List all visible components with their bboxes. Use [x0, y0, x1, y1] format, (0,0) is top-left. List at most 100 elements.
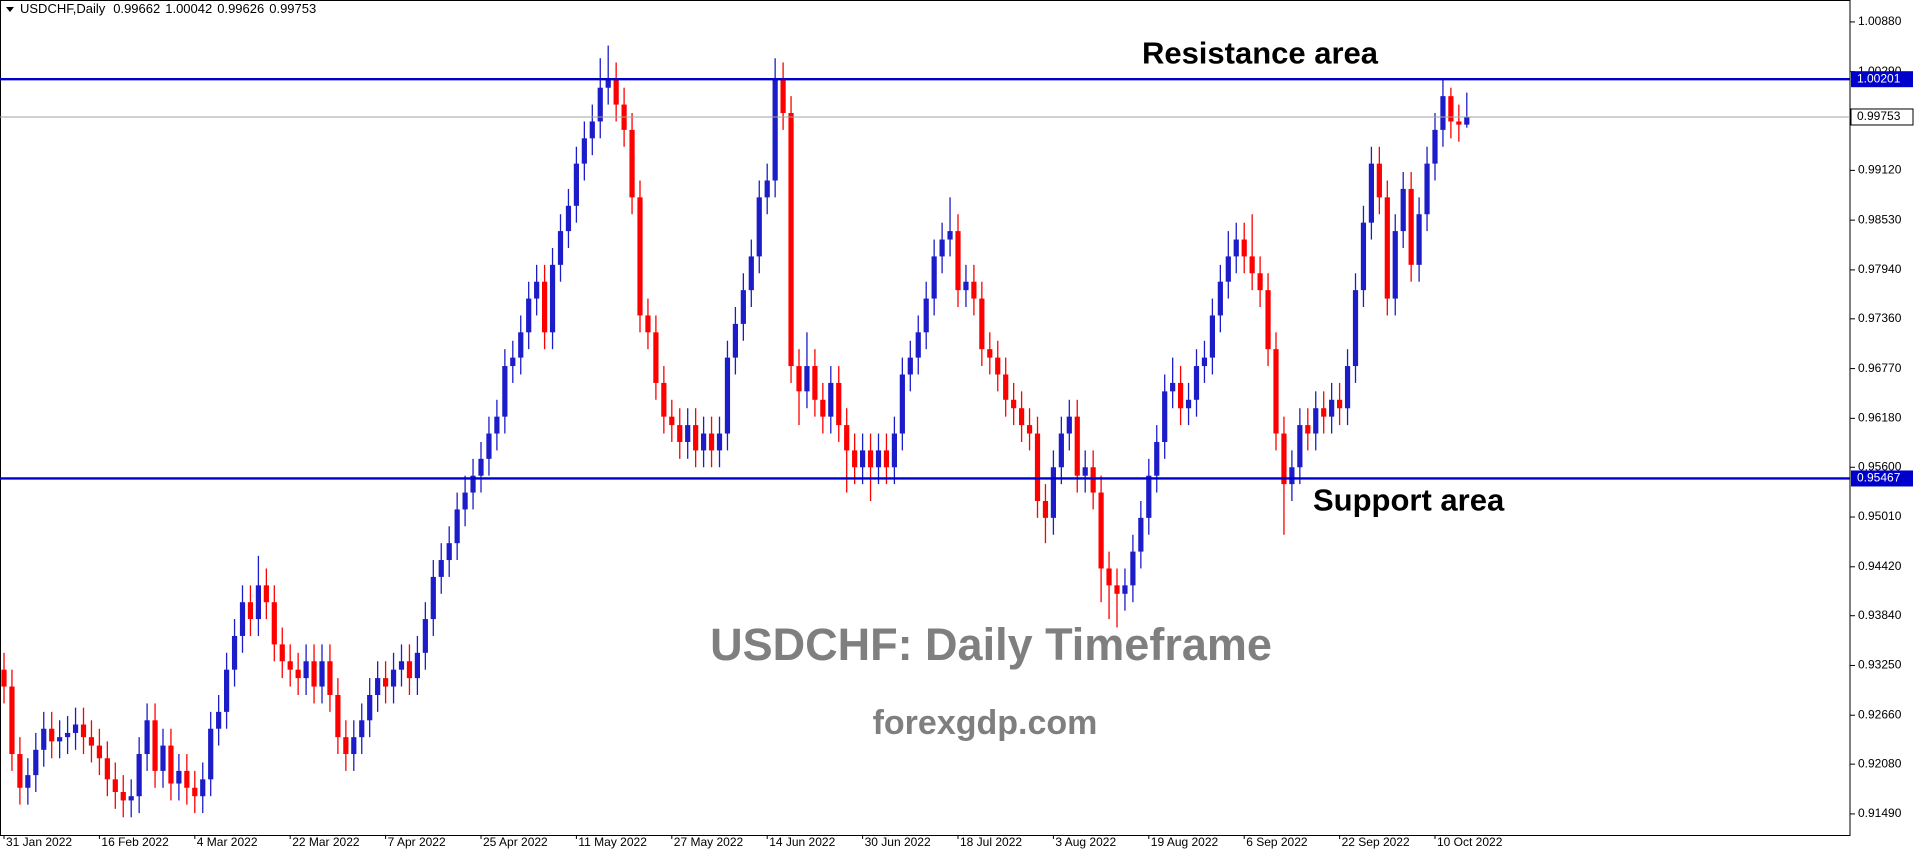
menu-arrow: [6, 7, 14, 12]
candle-body: [1074, 416, 1080, 476]
candle-body: [200, 779, 206, 797]
candle-body: [1026, 425, 1033, 434]
candle-body: [65, 732, 71, 738]
candle-body: [1130, 551, 1136, 586]
candle-body: [629, 129, 635, 198]
candle-body: [1265, 290, 1271, 350]
candle-body: [1209, 315, 1215, 358]
candle-body: [335, 694, 341, 738]
candle-body: [756, 197, 762, 257]
x-tick-label: 18 Jul 2022: [960, 835, 1022, 849]
y-tick-label: 0.91490: [1858, 806, 1902, 820]
level-label: 0.95467: [1857, 471, 1901, 485]
candle-body: [1114, 585, 1120, 594]
candle-body: [526, 298, 532, 333]
x-tick-label: 14 Jun 2022: [769, 835, 835, 849]
candle-body: [565, 205, 572, 232]
candle-body: [661, 382, 667, 417]
header-low: 0.99626: [217, 1, 264, 16]
y-tick-label: 0.96180: [1858, 411, 1902, 425]
candle-body: [1241, 239, 1247, 257]
candle-body: [49, 728, 55, 742]
candle-body: [1003, 374, 1009, 400]
candle-body: [470, 475, 476, 493]
candle-body: [1464, 116, 1470, 125]
x-tick-label: 19 Aug 2022: [1151, 835, 1219, 849]
y-tick-label: 0.97360: [1858, 311, 1902, 325]
candle-body: [152, 720, 158, 771]
candle-body: [915, 332, 921, 358]
candle-body: [1050, 467, 1056, 518]
candle-body: [796, 366, 802, 392]
candle-body: [1066, 416, 1072, 434]
candle-body: [867, 450, 874, 468]
x-tick-label: 31 Jan 2022: [6, 835, 72, 849]
candle-body: [311, 661, 317, 687]
candle-body: [375, 678, 381, 695]
candle-body: [17, 754, 23, 788]
x-tick-label: 22 Mar 2022: [292, 835, 360, 849]
candle-body: [891, 433, 897, 468]
candle-body: [41, 728, 47, 750]
x-tick-label: 7 Apr 2022: [388, 835, 446, 849]
y-tick-label: 0.98530: [1858, 212, 1902, 226]
candle-body: [557, 231, 564, 265]
header-high: 1.00042: [165, 1, 212, 16]
candle-body: [923, 298, 929, 333]
level-label-box: [1851, 470, 1913, 487]
candle-body: [1058, 433, 1064, 468]
candle-body: [1034, 433, 1041, 501]
candle-body: [160, 745, 166, 771]
candle-body: [510, 357, 516, 367]
candle-body: [295, 669, 301, 679]
level-name: Support area: [1313, 483, 1505, 518]
x-tick-label: 3 Aug 2022: [1055, 835, 1116, 849]
candle-body: [1, 669, 7, 687]
candle-body: [494, 416, 500, 434]
candle-body: [836, 382, 842, 426]
candle-body: [772, 79, 778, 181]
y-tick-label: 0.94420: [1858, 559, 1902, 573]
candle-body: [1360, 222, 1367, 291]
candle-body: [176, 770, 182, 784]
candle-body: [931, 256, 937, 299]
candle-body: [1217, 281, 1223, 316]
candle-body: [748, 256, 754, 291]
candle-body: [383, 678, 389, 687]
candle-body: [677, 425, 683, 442]
candle-body: [303, 661, 309, 679]
candle-body: [446, 543, 452, 561]
candle-body: [852, 450, 858, 468]
candle-body: [478, 458, 484, 476]
candle-body: [1440, 96, 1446, 130]
candle-body: [1321, 408, 1327, 417]
candle-body: [613, 79, 619, 105]
candle-body: [812, 366, 818, 400]
candle-body: [828, 382, 834, 417]
candle-body: [136, 754, 142, 797]
candle-body: [231, 635, 238, 670]
candle-body: [128, 796, 134, 801]
price-label-box: [1850, 108, 1914, 126]
candle-body: [1432, 129, 1438, 164]
candle-body: [351, 737, 357, 755]
candle-body: [701, 433, 707, 451]
candle-body: [1408, 188, 1414, 265]
x-tick-label: 16 Feb 2022: [101, 835, 169, 849]
candle-body: [804, 366, 810, 392]
candle-body: [1368, 163, 1374, 223]
candle-body: [979, 298, 985, 350]
level-name: Resistance area: [1142, 35, 1379, 70]
candle-body: [542, 281, 548, 333]
candle-body: [390, 669, 397, 687]
candle-body: [971, 281, 977, 299]
candle-body: [1082, 467, 1088, 476]
candle-body: [605, 79, 611, 88]
candle-body: [192, 787, 198, 797]
candle-body: [987, 349, 993, 358]
candle-body: [359, 720, 365, 738]
candle-body: [653, 332, 659, 383]
candle-body: [764, 180, 770, 198]
y-tick-label: 1.00880: [1858, 14, 1902, 28]
candle-body: [367, 694, 373, 721]
